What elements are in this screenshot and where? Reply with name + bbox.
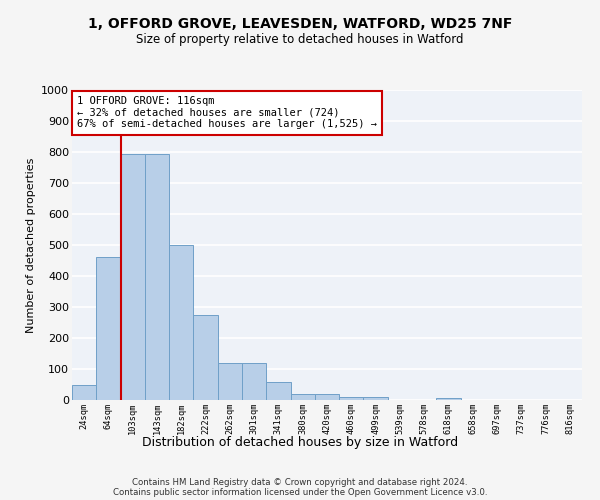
Bar — [339, 397, 364, 400]
Bar — [169, 245, 193, 400]
Text: Contains HM Land Registry data © Crown copyright and database right 2024.: Contains HM Land Registry data © Crown c… — [132, 478, 468, 487]
Bar — [436, 398, 461, 400]
Text: 1, OFFORD GROVE, LEAVESDEN, WATFORD, WD25 7NF: 1, OFFORD GROVE, LEAVESDEN, WATFORD, WD2… — [88, 18, 512, 32]
Bar — [364, 397, 388, 400]
Bar — [315, 394, 339, 400]
Text: Contains public sector information licensed under the Open Government Licence v3: Contains public sector information licen… — [113, 488, 487, 497]
Text: 1 OFFORD GROVE: 116sqm
← 32% of detached houses are smaller (724)
67% of semi-de: 1 OFFORD GROVE: 116sqm ← 32% of detached… — [77, 96, 377, 130]
Y-axis label: Number of detached properties: Number of detached properties — [26, 158, 35, 332]
Bar — [266, 382, 290, 400]
Bar — [96, 258, 121, 400]
Bar — [145, 154, 169, 400]
Bar — [193, 315, 218, 400]
Bar — [121, 154, 145, 400]
Bar — [72, 384, 96, 400]
Text: Distribution of detached houses by size in Watford: Distribution of detached houses by size … — [142, 436, 458, 449]
Bar — [242, 363, 266, 400]
Bar — [218, 363, 242, 400]
Text: Size of property relative to detached houses in Watford: Size of property relative to detached ho… — [136, 32, 464, 46]
Bar — [290, 394, 315, 400]
